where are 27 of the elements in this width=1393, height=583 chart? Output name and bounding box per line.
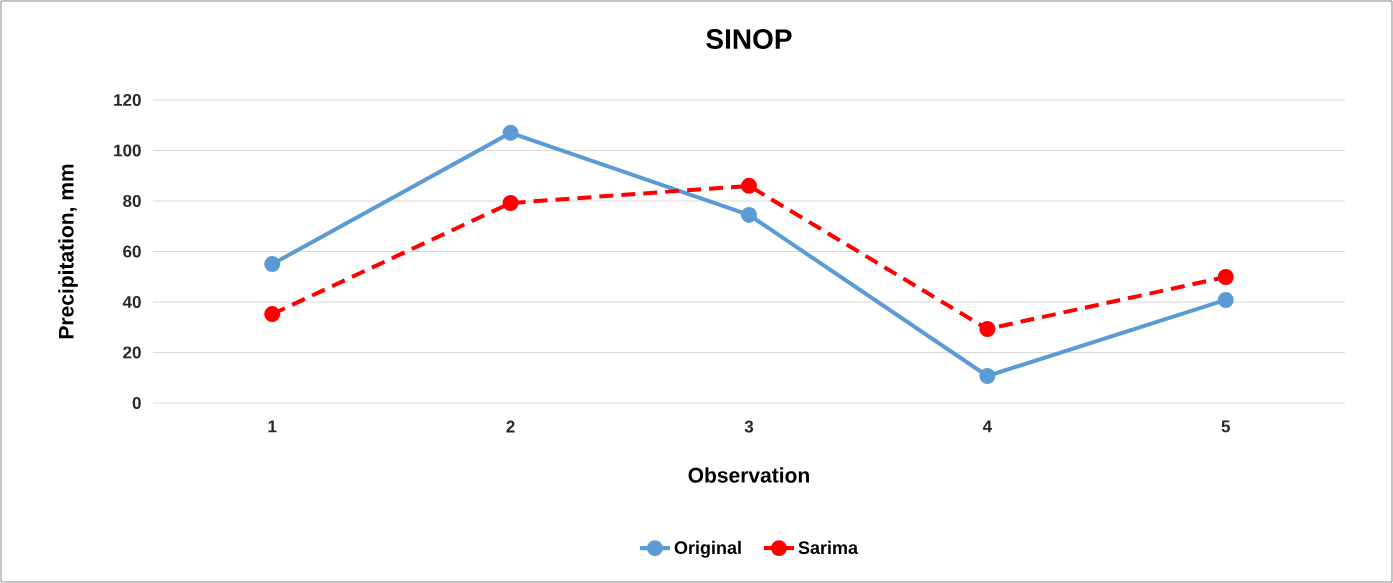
y-axis-title: Precipitation, mm	[58, 164, 78, 339]
point	[502, 124, 519, 141]
point	[740, 206, 757, 223]
y-tick-label: 40	[122, 295, 141, 309]
y-tick-label: 80	[123, 194, 141, 208]
point	[264, 306, 281, 323]
y-tick-label: 100	[114, 144, 141, 157]
point	[979, 367, 996, 384]
y-tick-label: 120	[114, 93, 141, 107]
y-tick-label: 60	[123, 245, 141, 258]
y-tick-label: 0	[132, 396, 141, 410]
x-tick-label: 2	[506, 420, 515, 433]
x-tick-label: 3	[744, 420, 754, 433]
point	[502, 195, 519, 212]
y-tick-label: 20	[123, 346, 141, 359]
x-axis-title: Observation	[688, 467, 809, 483]
legend-label: Original	[674, 540, 741, 558]
point	[1217, 291, 1234, 308]
x-tick-label: 5	[1221, 420, 1231, 433]
point	[264, 256, 281, 273]
x-tick-label: 4	[982, 420, 992, 433]
x-tick-label: 1	[268, 420, 277, 433]
chart-title: SINOP	[706, 29, 792, 49]
point	[979, 321, 996, 338]
point	[1217, 268, 1234, 285]
point	[740, 177, 757, 194]
legend-label: Sarima	[798, 540, 859, 555]
